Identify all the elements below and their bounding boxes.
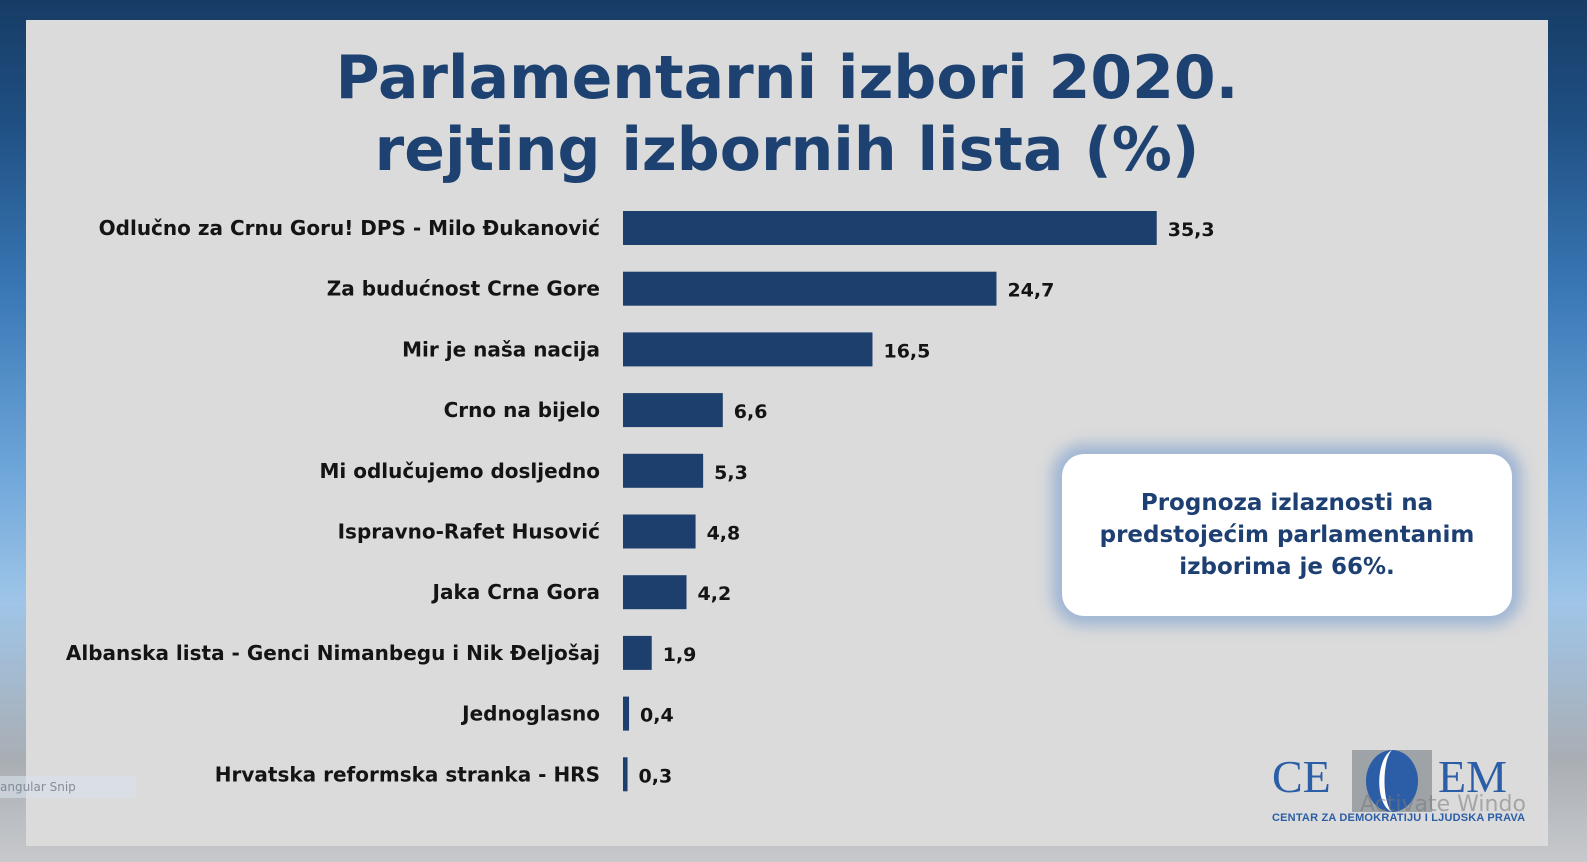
slide: Parlamentarni izbori 2020. rejting izbor… (26, 20, 1548, 846)
value-label: 4,8 (707, 523, 741, 545)
value-label: 4,2 (698, 583, 732, 605)
cedem-logo: CE EM CENTAR ZA DEMOKRATIJU I LJUDSKA PR… (1272, 742, 1526, 832)
value-label: 5,3 (714, 462, 748, 484)
category-label: Jaka Crna Gora (431, 580, 600, 604)
bar (623, 211, 1157, 245)
bar (623, 757, 628, 792)
bar (623, 393, 723, 428)
logo-mark-icon (1352, 750, 1432, 812)
value-label: 1,9 (663, 644, 697, 666)
title-line-1: Parlamentarni izbori 2020. (335, 43, 1239, 113)
category-label: Crno na bijelo (444, 398, 600, 422)
title-line-2: rejting izbornih lista (%) (374, 115, 1200, 185)
value-label: 0,4 (640, 705, 674, 727)
category-label: Odlučno za Crnu Goru! DPS - Milo Đukanov… (99, 216, 601, 240)
category-label: Jednoglasno (460, 702, 600, 726)
category-label: Za budućnost Crne Gore (327, 277, 600, 301)
snip-tool-tab[interactable]: angular Snip (0, 776, 136, 798)
bar (623, 635, 652, 670)
logo-text-left: CE (1272, 751, 1331, 802)
bar (623, 696, 630, 731)
value-label: 6,6 (734, 401, 768, 423)
logo-subtitle: CENTAR ZA DEMOKRATIJU I LJUDSKA PRAVA (1272, 812, 1526, 824)
category-label: Albanska lista - Genci Nimanbegu i Nik Đ… (66, 641, 600, 665)
bar-chart: Odlučno za Crnu Goru! DPS - Milo Đukanov… (66, 211, 1215, 792)
logo-text-right: EM (1438, 751, 1507, 802)
value-label: 0,3 (639, 765, 673, 787)
category-label: Hrvatska reformska stranka - HRS (215, 762, 600, 786)
callout-text: Prognoza izlaznosti na predstojećim parl… (1099, 490, 1475, 580)
turnout-callout: Prognoza izlaznosti na predstojećim parl… (1062, 454, 1512, 616)
category-label: Mi odlučujemo dosljedno (320, 459, 600, 483)
value-label: 24,7 (1007, 280, 1054, 302)
activate-windows-watermark: Activate Windo (1360, 792, 1526, 817)
category-label: Mir je naša nacija (402, 337, 600, 361)
value-label: 16,5 (883, 340, 930, 362)
bar (623, 271, 997, 306)
value-label: 35,3 (1168, 219, 1215, 241)
bar (623, 332, 873, 367)
bar (623, 453, 704, 488)
bar (623, 575, 687, 610)
chart-title: Parlamentarni izbori 2020. rejting izbor… (26, 42, 1548, 186)
category-label: Ispravno-Rafet Husović (338, 520, 601, 544)
bar (623, 514, 696, 549)
